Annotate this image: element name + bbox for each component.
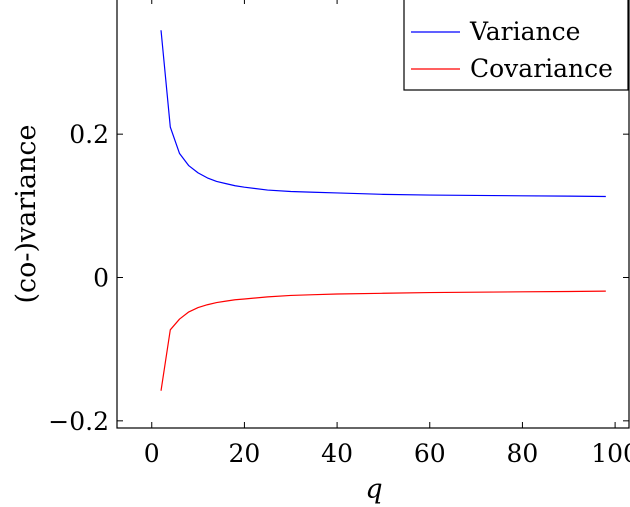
series-line-variance	[160, 30, 606, 198]
y-tick-label: 0.2	[69, 120, 109, 149]
x-tick-label: 20	[229, 439, 261, 468]
legend-box	[403, 0, 629, 91]
series-line-covariance	[160, 290, 606, 391]
legend: Variance Covariance	[403, 0, 629, 91]
x-tick-label: 80	[507, 439, 539, 468]
x-tick-label: 0	[144, 439, 160, 468]
x-tick-label: 100	[591, 439, 630, 468]
y-axis-label: (co-)variance	[11, 124, 42, 303]
series-lines	[160, 30, 606, 391]
x-tick-label: 60	[414, 439, 446, 468]
x-tick-label: 40	[321, 439, 353, 468]
y-tick-label: 0	[93, 264, 109, 293]
x-axis-label: q	[365, 474, 382, 505]
y-tick-label: −0.2	[48, 407, 109, 436]
legend-label-covariance: Covariance	[470, 54, 613, 83]
plot-frame	[116, 0, 630, 429]
legend-label-variance: Variance	[469, 17, 580, 46]
axis-ticks	[117, 0, 629, 428]
axis-tick-labels: 0 20 40 60 80 100 −0.2 0 0.2	[48, 120, 630, 468]
